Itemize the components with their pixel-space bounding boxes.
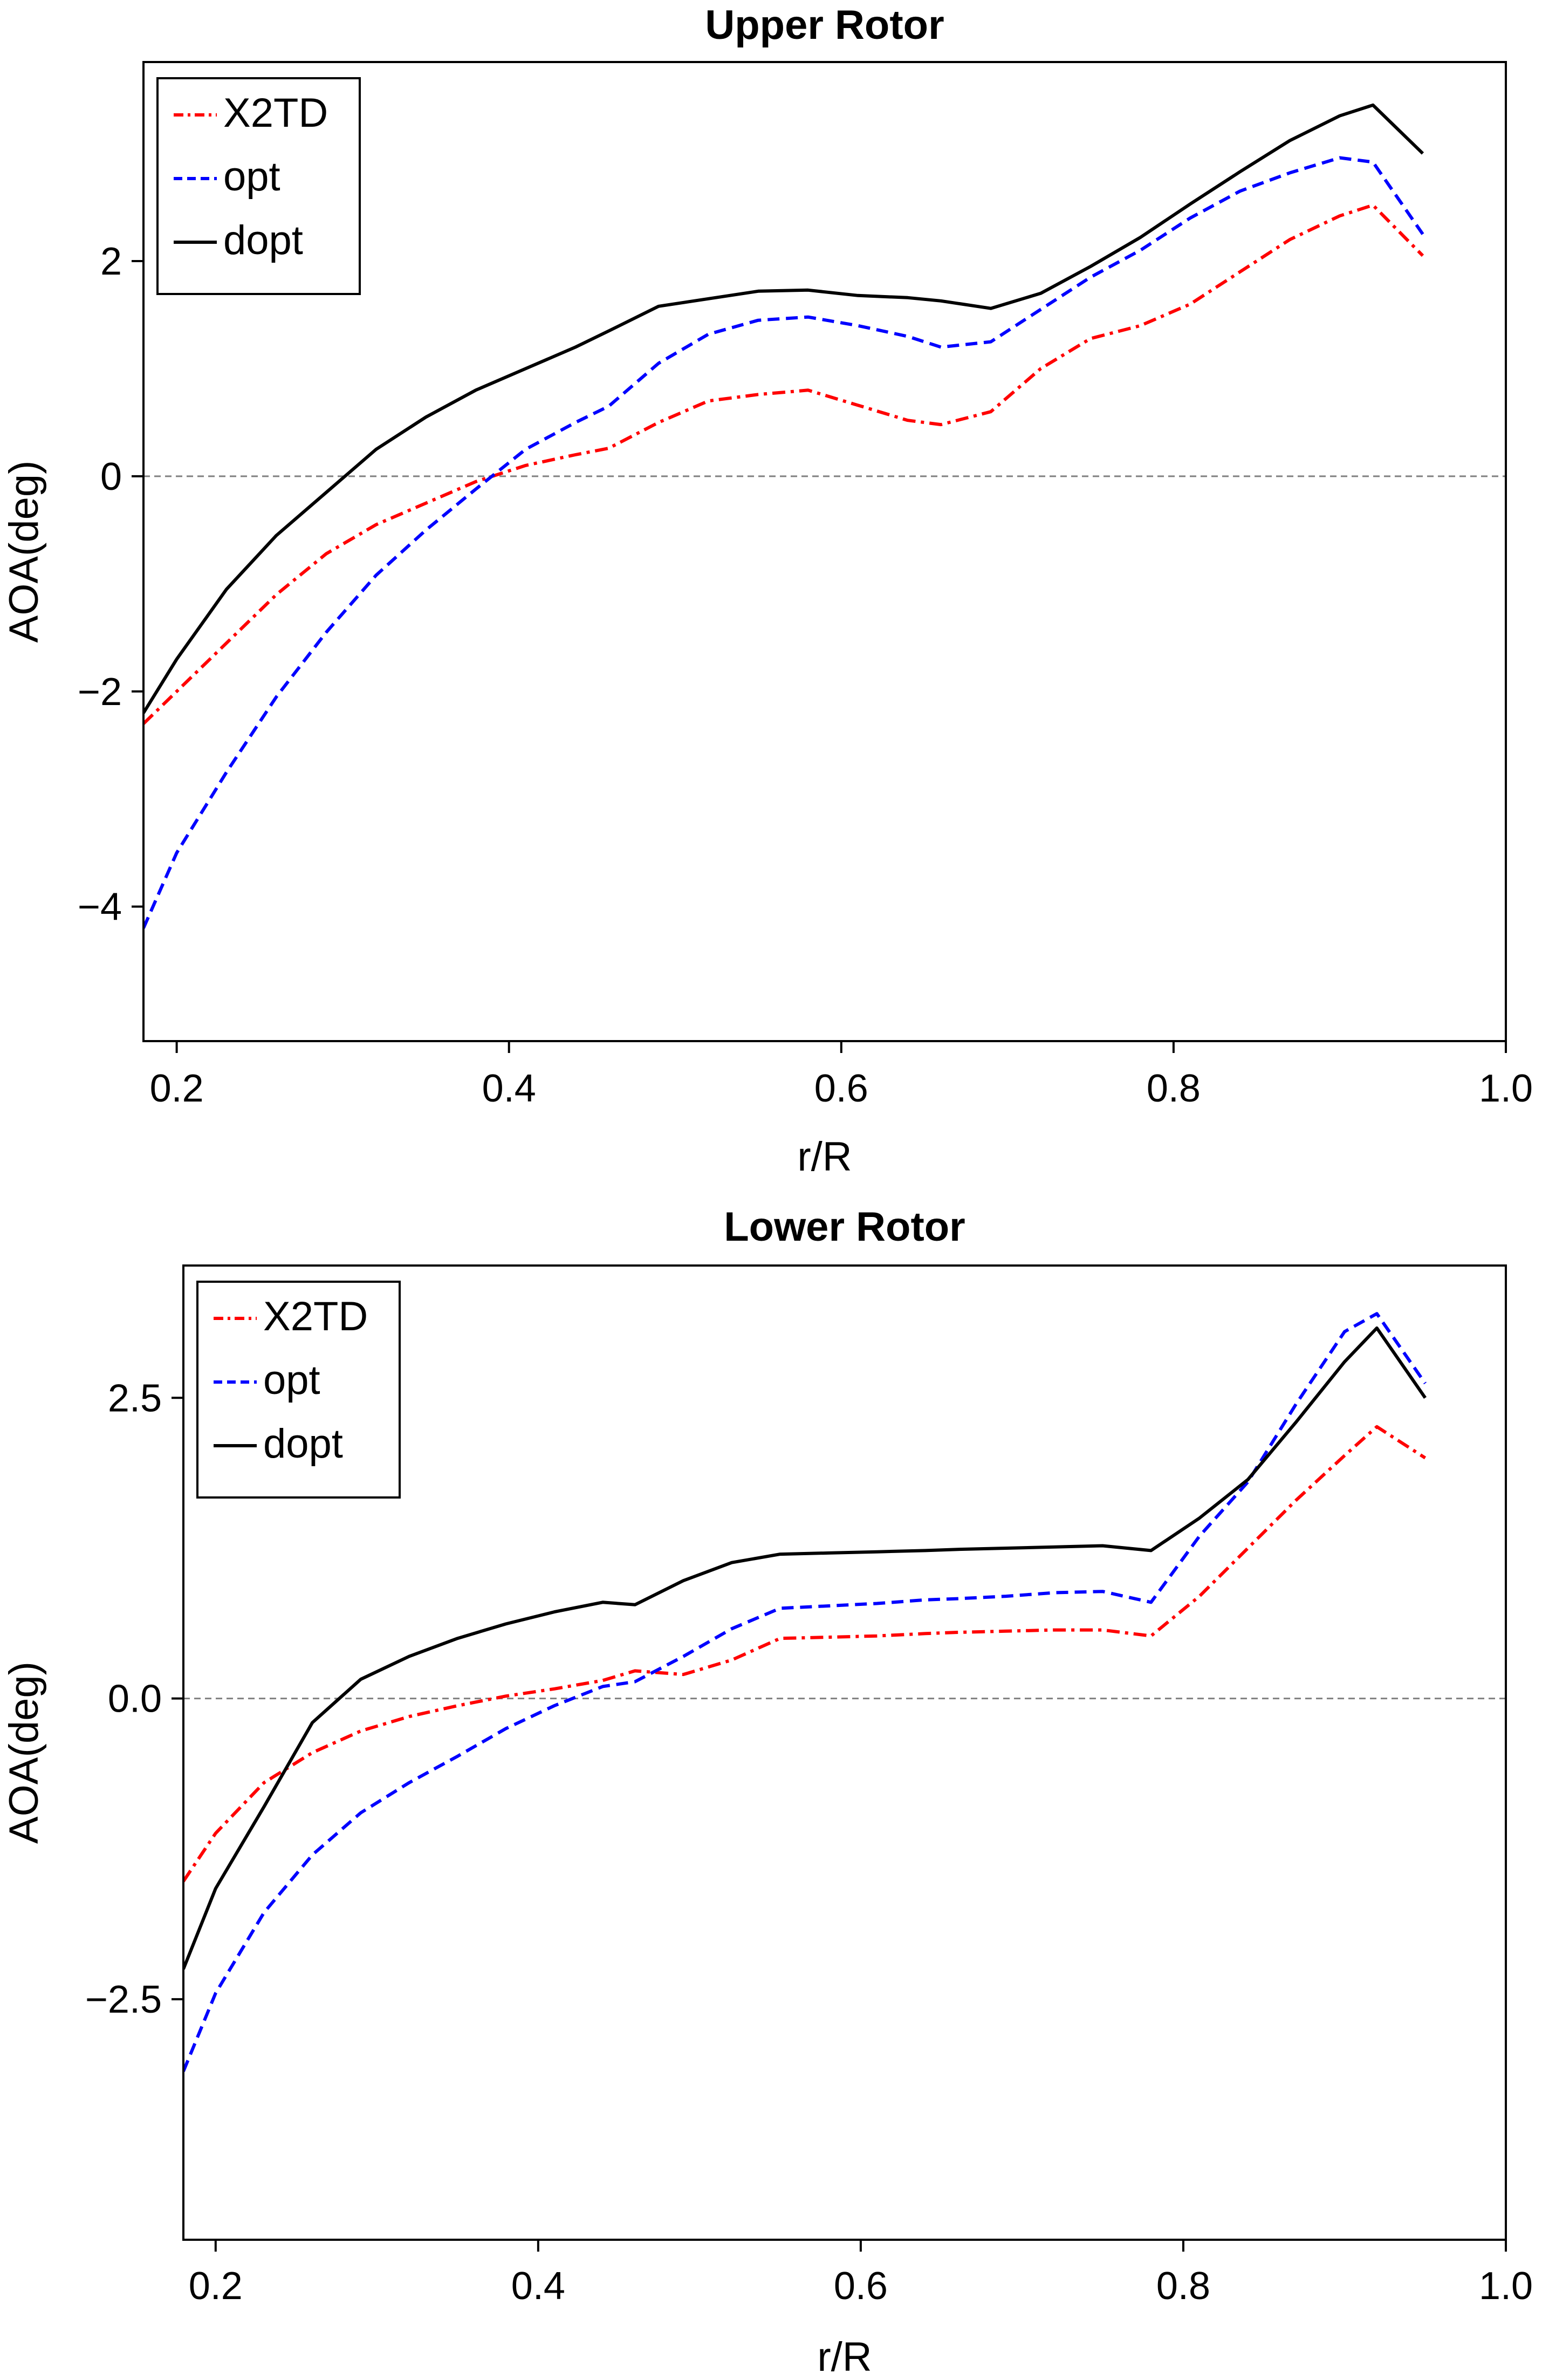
x-tick-label: 0.8 [1147, 1067, 1201, 1110]
chart-title: Lower Rotor [724, 1204, 965, 1250]
series-line-opt [183, 1312, 1427, 2073]
y-tick-label: −2 [78, 671, 122, 714]
x-tick-label: 0.2 [189, 2265, 243, 2308]
legend-label-x2td: X2TD [223, 90, 328, 136]
legend-box [196, 1281, 401, 1499]
legend-label-dopt: dopt [223, 217, 303, 263]
legend-label-opt: opt [263, 1357, 320, 1403]
series-line-x2td [183, 1425, 1427, 1883]
legend-box [156, 77, 361, 295]
plot-frame [182, 1264, 1507, 2241]
legend: X2TD opt dopt [196, 1281, 401, 1499]
chart-panel-2: Lower Rotor 0.2 0.4 0.6 0.8 1.0 −2.5 0.0 2.5 r/R A… [1, 1204, 1533, 2380]
y-tick-label: −2.5 [85, 1978, 162, 2021]
x-tick-label: 0.6 [834, 2265, 888, 2308]
y-tick-label: 2 [100, 240, 122, 283]
x-axis-label: r/R [797, 1134, 852, 1180]
legend-label-x2td: X2TD [263, 1294, 368, 1339]
x-axis-label: r/R [817, 2334, 872, 2380]
y-tick-label: 0.0 [108, 1678, 162, 1721]
series-line-x2td [143, 203, 1424, 725]
x-tick-label: 0.8 [1156, 2265, 1210, 2308]
x-tick-label: 0.4 [511, 2265, 565, 2308]
series-line-opt [143, 156, 1424, 929]
legend-label-dopt: dopt [263, 1421, 343, 1467]
legend-label-opt: opt [223, 154, 280, 200]
x-tick-label: 0.4 [482, 1067, 536, 1110]
y-tick-label: 2.5 [108, 1377, 162, 1420]
legend: X2TD opt dopt [156, 77, 361, 295]
y-axis-label: AOA(deg) [1, 461, 47, 643]
y-axis-label: AOA(deg) [1, 1661, 47, 1844]
chart-panel-1: Upper Rotor 0.2 0.4 0.6 0.8 1.0 −4 −2 0 2 r/R AOA(d… [1, 2, 1533, 1180]
chart-title: Upper Rotor [705, 2, 944, 48]
y-tick-label: −4 [78, 886, 122, 929]
y-tick-label: 0 [100, 455, 122, 498]
x-tick-label: 0.2 [150, 1067, 204, 1110]
series-line-dopt [183, 1326, 1427, 1970]
x-tick-label: 0.6 [814, 1067, 868, 1110]
x-tick-label: 1.0 [1479, 1067, 1533, 1110]
x-tick-label: 1.0 [1479, 2265, 1533, 2308]
plot-frame [142, 61, 1507, 1042]
series-line-dopt [143, 103, 1424, 714]
